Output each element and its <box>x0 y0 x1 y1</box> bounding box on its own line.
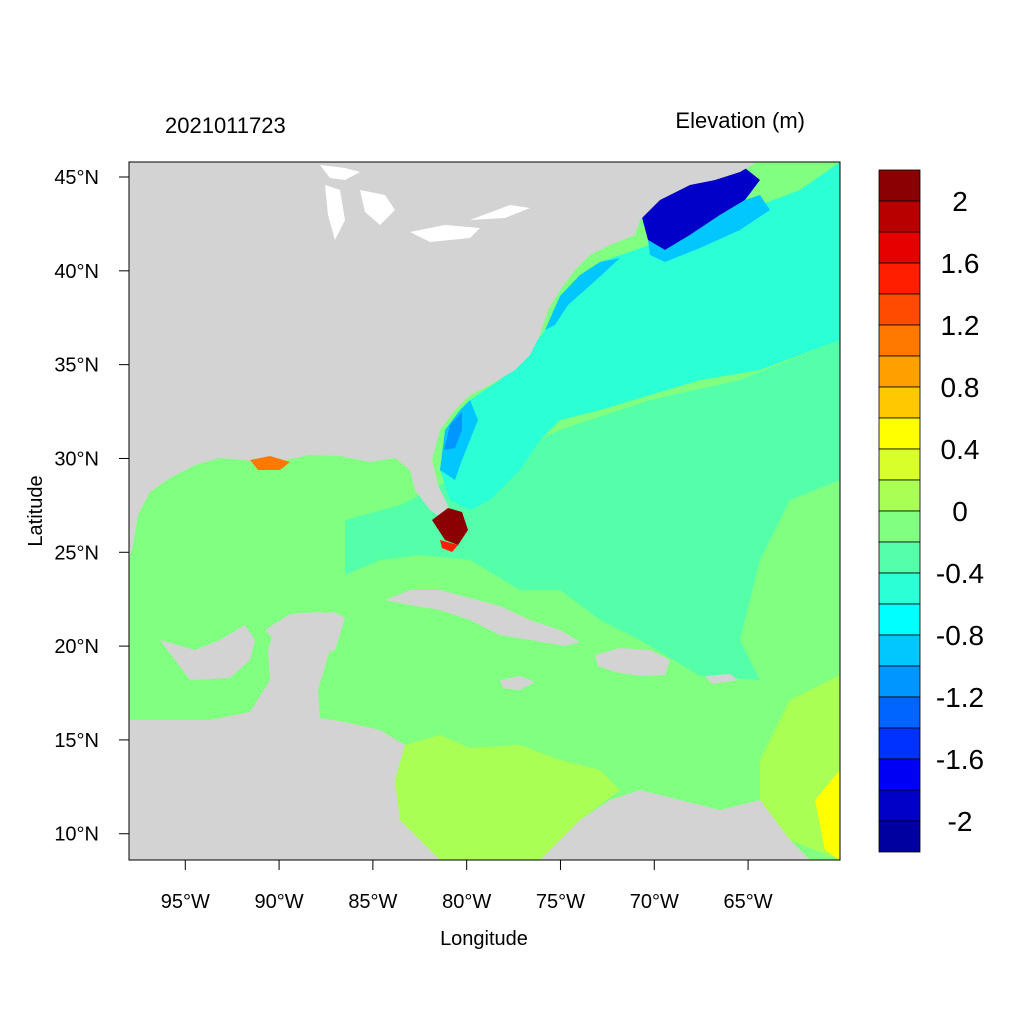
x-tick-label: 75°W <box>536 891 585 913</box>
colorbar-swatch <box>878 820 921 853</box>
y-tick-label: 15°N <box>54 730 99 752</box>
x-tick-label: 95°W <box>161 891 210 913</box>
colorbar-swatch <box>878 665 921 698</box>
yucatan-land <box>265 612 345 660</box>
south-america-land <box>540 790 810 860</box>
colorbar-swatch <box>878 293 921 326</box>
colorbar-swatch <box>878 169 921 202</box>
colorbar-swatch <box>878 324 921 357</box>
colorbar-label: 1.6 <box>941 248 980 279</box>
coastal-neg-0.8-band <box>440 258 620 480</box>
map-panel <box>129 162 840 860</box>
timestamp-label: 2021011723 <box>165 113 286 138</box>
y-tick-label: 10°N <box>54 824 99 846</box>
great-lakes <box>320 165 530 242</box>
colorbar-swatch <box>878 603 921 636</box>
colorbar-label: -2 <box>948 806 973 837</box>
colorbar-swatch <box>878 758 921 791</box>
x-tick-label: 65°W <box>724 891 773 913</box>
north-america-land <box>129 162 757 560</box>
y-tick-label: 25°N <box>54 542 99 564</box>
colorbar-swatch <box>878 789 921 822</box>
colorbar <box>878 169 921 853</box>
colorbar-swatch <box>878 262 921 295</box>
colorbar-swatch <box>878 696 921 729</box>
y-tick-label: 30°N <box>54 448 99 470</box>
colorbar-swatch <box>878 417 921 450</box>
x-tick-label: 80°W <box>442 891 491 913</box>
x-axis-label: Longitude <box>440 928 528 950</box>
cuba-land <box>385 590 580 646</box>
colorbar-swatch <box>878 200 921 233</box>
colorbar-label: 0.4 <box>941 434 980 465</box>
x-axis-ticks: 95°W 90°W 85°W 80°W 75°W 70°W 65°W <box>161 860 773 913</box>
puerto-rico-land <box>705 674 738 684</box>
colorbar-swatch <box>878 634 921 667</box>
coastal-neg-1.2-band <box>444 412 462 450</box>
x-tick-label: 90°W <box>255 891 304 913</box>
colorbar-label: -0.8 <box>936 620 984 651</box>
colorbar-swatch <box>878 231 921 264</box>
x-tick-label: 70°W <box>630 891 679 913</box>
mexico-central-america-land <box>129 612 440 860</box>
colorbar-swatch <box>878 727 921 760</box>
colorbar-label: 0.8 <box>941 372 980 403</box>
colorbar-label: -0.4 <box>936 558 984 589</box>
colorbar-swatch <box>878 386 921 419</box>
florida-warm-edge <box>440 540 458 552</box>
colorbar-label: -1.2 <box>936 682 984 713</box>
colorbar-swatch <box>878 541 921 574</box>
y-tick-label: 35°N <box>54 355 99 377</box>
hispaniola-land <box>595 648 670 676</box>
florida-surge-hotspot <box>432 508 468 545</box>
plot-frame <box>128 161 841 861</box>
atlantic-neg-0.4-region <box>440 162 840 510</box>
y-axis-label: Latitude <box>25 475 47 546</box>
y-axis-ticks: 10°N 15°N 20°N 25°N 30°N 35°N 40°N 45°N <box>54 167 129 846</box>
colorbar-labels: 2 1.6 1.2 0.8 0.4 0 -0.4 -0.8 -1.2 -1.6 -2 <box>936 186 984 837</box>
y-tick-label: 45°N <box>54 167 99 189</box>
y-tick-label: 40°N <box>54 261 99 283</box>
gulf-of-maine-edge <box>648 195 770 262</box>
caribbean-pos-0.2-region <box>395 735 620 860</box>
x-tick-label: 85°W <box>348 891 397 913</box>
east-caribbean-pos-0.6-region <box>815 770 840 860</box>
colorbar-label: -1.6 <box>936 744 984 775</box>
colorbar-label: 2 <box>952 186 968 217</box>
atlantic-neg-0.2-region <box>345 340 840 680</box>
y-tick-label: 20°N <box>54 636 99 658</box>
variable-label: Elevation (m) <box>675 108 805 133</box>
colorbar-swatch <box>878 572 921 605</box>
colorbar-label: 0 <box>952 496 968 527</box>
colorbar-label: 1.2 <box>941 310 980 341</box>
colorbar-swatch <box>878 355 921 388</box>
colorbar-swatch <box>878 510 921 543</box>
gulf-coast-surge-hotspot <box>250 456 290 470</box>
jamaica-land <box>500 676 535 690</box>
colorbar-swatch <box>878 448 921 481</box>
colorbar-swatch <box>878 479 921 512</box>
